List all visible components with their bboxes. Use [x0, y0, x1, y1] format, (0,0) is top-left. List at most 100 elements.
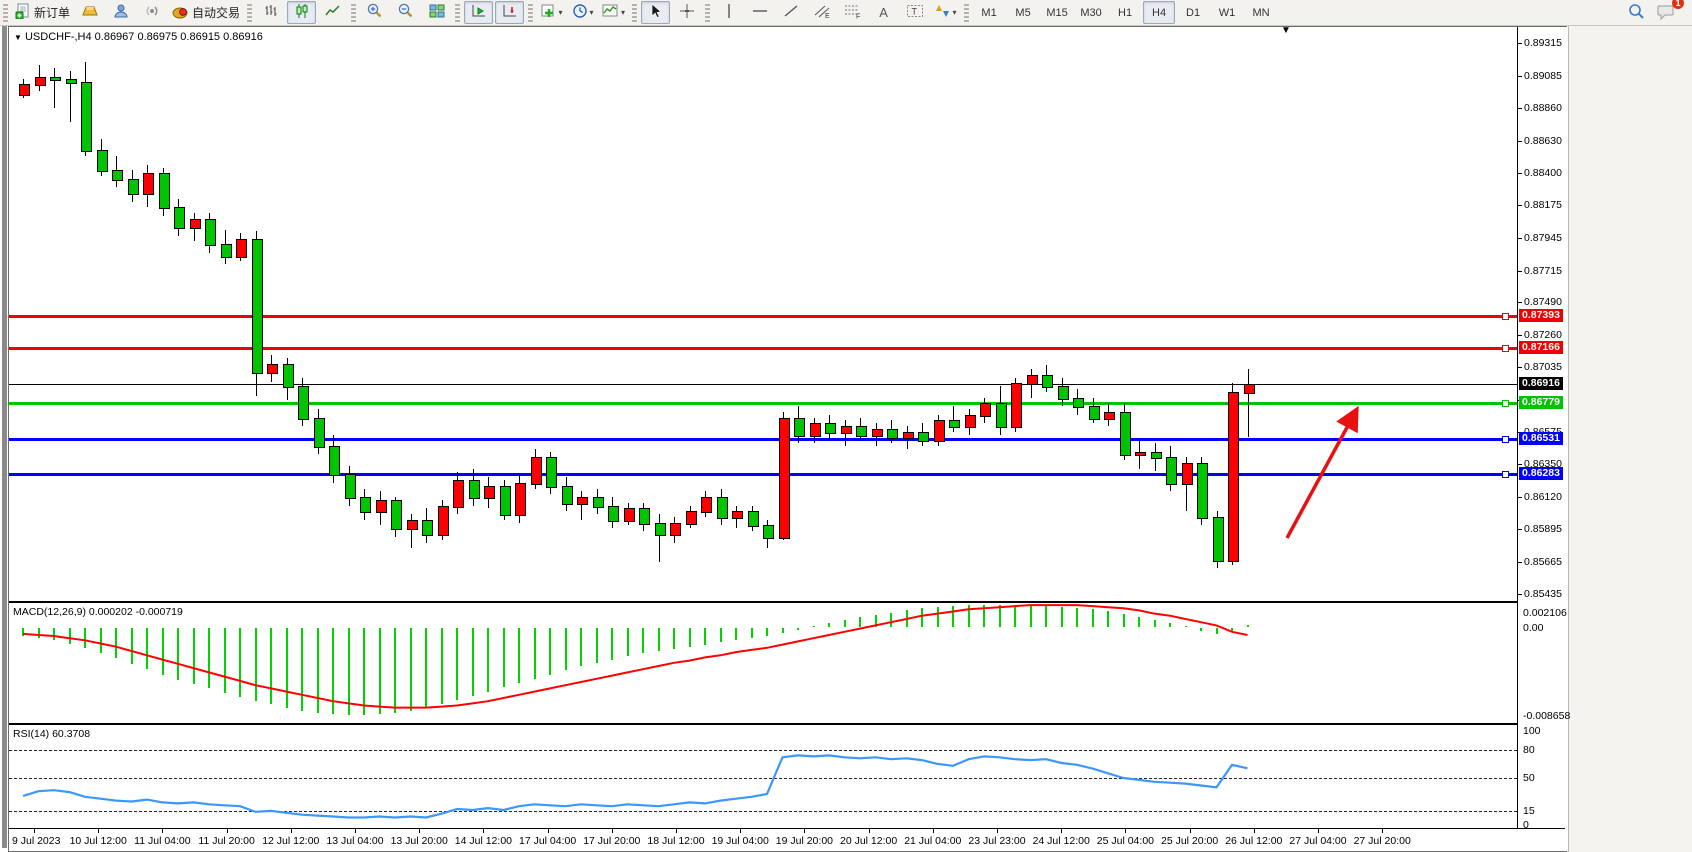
candle-up	[406, 519, 418, 531]
candle-down	[499, 485, 511, 517]
macd-label: MACD(12,26,9) 0.000202 -0.000719	[13, 606, 183, 618]
chart-shift-button[interactable]	[495, 1, 525, 24]
equidistant-channel-button[interactable]: E	[807, 1, 836, 24]
text-button[interactable]: A	[869, 1, 898, 24]
signal-button[interactable]	[137, 1, 166, 24]
candle-down	[391, 499, 402, 531]
timeframe-m15-button[interactable]: M15	[1046, 6, 1068, 19]
support-resistance-line[interactable]	[9, 470, 1517, 478]
line-handle[interactable]	[1502, 400, 1509, 408]
macd-histogram-bar	[843, 620, 846, 628]
timeframe-h4-button[interactable]: H4	[1143, 1, 1176, 24]
price-line-label: 0.86283	[1519, 466, 1563, 480]
fibonacci-button[interactable]: F	[838, 1, 867, 24]
line-handle[interactable]	[1502, 345, 1509, 353]
macd-histogram-bar	[1107, 611, 1109, 628]
candle-down	[1166, 457, 1177, 485]
annotation-arrow[interactable]	[9, 27, 1517, 598]
trendline-button[interactable]	[776, 1, 805, 24]
crosshair-icon	[679, 3, 695, 22]
candle-up	[1026, 374, 1038, 386]
line-handle[interactable]	[1502, 470, 1509, 478]
rsi-level-line	[9, 778, 1517, 779]
time-tick-label: 18 Jul 12:00	[647, 835, 705, 847]
notification-badge: 1	[1672, 0, 1684, 9]
candle-up	[871, 428, 883, 437]
vertical-line-button[interactable]	[714, 1, 743, 24]
arrows-icon	[935, 3, 951, 22]
support-resistance-line[interactable]	[9, 435, 1517, 443]
toolbar-grip[interactable]	[247, 3, 253, 22]
line-handle[interactable]	[1502, 435, 1509, 443]
text-label-button[interactable]: T	[900, 1, 929, 24]
auto-scroll-button[interactable]	[464, 1, 494, 24]
timeframe-m1-button[interactable]: M1	[981, 6, 997, 19]
toolbar-grip[interactable]	[705, 3, 711, 22]
toolbar-grip[interactable]	[3, 3, 8, 22]
time-tick-mark	[676, 829, 677, 833]
arrows-button[interactable]: ▾	[931, 1, 960, 24]
tile-windows-button[interactable]	[422, 1, 451, 24]
new-order-button[interactable]: 新订单	[12, 1, 73, 24]
candle-down	[1212, 516, 1224, 562]
toolbar-grip[interactable]	[455, 3, 461, 22]
timeframe-h1-button[interactable]: H1	[1118, 6, 1133, 19]
timeframe-mn-button[interactable]: MN	[1252, 6, 1270, 19]
notifications-button[interactable]: 1	[1652, 0, 1684, 24]
cursor-button[interactable]	[641, 1, 671, 24]
macd-histogram-bar	[22, 627, 24, 637]
toolbar-grip[interactable]	[632, 3, 638, 22]
candle-down	[468, 480, 480, 500]
scroll-position-marker[interactable]: ▼	[1281, 27, 1291, 36]
timeframe-m5-button[interactable]: M5	[1015, 6, 1031, 19]
time-tick-mark	[997, 829, 998, 833]
horizontal-line-button[interactable]	[745, 1, 774, 24]
timeframe-w1-button[interactable]: W1	[1218, 6, 1236, 19]
autotrade-label: 自动交易	[192, 6, 241, 20]
time-tick-label: 19 Jul 04:00	[711, 835, 769, 847]
search-button[interactable]	[1621, 1, 1650, 24]
support-resistance-line[interactable]	[9, 345, 1517, 353]
line-handle[interactable]	[1502, 313, 1509, 321]
gold-ingot-button[interactable]	[75, 1, 104, 24]
bar-chart-button[interactable]	[256, 1, 285, 24]
candle-up	[933, 420, 945, 443]
crosshair-button[interactable]	[672, 1, 701, 24]
candle-down	[887, 428, 898, 440]
support-resistance-line[interactable]	[9, 400, 1517, 408]
timeframe-d1-button[interactable]: D1	[1186, 6, 1201, 19]
templates-button[interactable]: ▾	[599, 1, 628, 24]
rsi-pane[interactable]: RSI(14) 60.3708	[9, 723, 1517, 830]
macd-histogram-bar	[332, 627, 334, 715]
indicators-button[interactable]: ▾	[537, 1, 566, 24]
symbol-dropdown-arrow[interactable]: ▼	[14, 33, 22, 42]
macd-scale-label: -0.008658	[1523, 710, 1571, 722]
candle-down	[825, 423, 836, 434]
zoom-out-button[interactable]	[391, 1, 420, 24]
macd-histogram-bar	[409, 627, 412, 711]
candlestick-chart-button[interactable]	[287, 1, 317, 24]
tile-windows-icon	[429, 3, 445, 22]
trendline-icon	[783, 3, 799, 22]
autotrade-button[interactable]: 自动交易	[168, 1, 243, 24]
candle-down	[716, 497, 728, 519]
time-tick-mark	[932, 829, 934, 833]
candle-down	[329, 445, 340, 477]
macd-histogram-bar	[316, 627, 319, 713]
periodicity-button[interactable]: ▾	[568, 1, 597, 24]
toolbar-grip[interactable]	[351, 3, 357, 22]
macd-pane[interactable]: MACD(12,26,9) 0.000202 -0.000719	[9, 601, 1517, 722]
line-chart-button[interactable]	[318, 1, 347, 24]
candle-down	[1197, 462, 1208, 519]
candle-up	[530, 457, 542, 485]
toolbar-grip[interactable]	[528, 3, 534, 22]
timeframe-m30-button[interactable]: M30	[1080, 6, 1102, 19]
profile-button[interactable]	[106, 1, 135, 24]
current-price-line[interactable]	[9, 384, 1517, 385]
zoom-in-button[interactable]	[360, 1, 389, 24]
support-resistance-line[interactable]	[9, 313, 1517, 321]
toolbar-grip[interactable]	[964, 3, 970, 22]
price-pane[interactable]: ▼ USDCHF-,H4 0.86967 0.86975 0.86915 0.8…	[9, 27, 1517, 598]
candle-wick	[658, 514, 660, 563]
horizontal-line-icon	[752, 4, 768, 21]
